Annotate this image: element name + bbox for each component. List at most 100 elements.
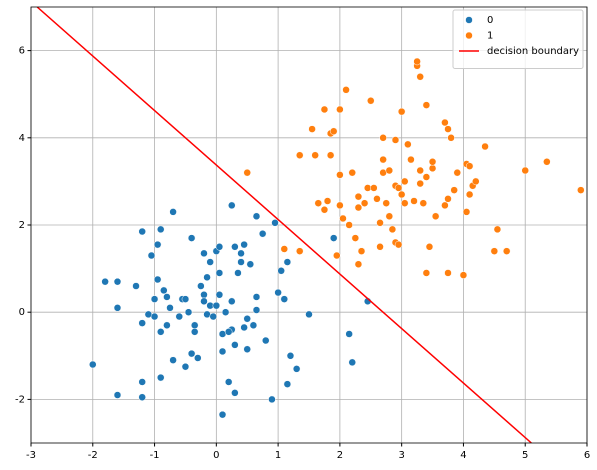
point: [147, 251, 156, 260]
point: [354, 260, 363, 268]
point: [543, 158, 551, 166]
point: [200, 297, 208, 306]
point: [342, 86, 350, 94]
point: [428, 158, 437, 166]
point: [187, 234, 196, 242]
point: [329, 234, 338, 242]
point: [218, 410, 227, 419]
point: [360, 199, 369, 207]
point: [407, 155, 415, 164]
point: [286, 352, 295, 360]
point: [425, 243, 434, 251]
point: [228, 201, 236, 210]
point: [345, 330, 353, 338]
point: [262, 336, 270, 345]
point: [326, 151, 335, 159]
point: [431, 212, 440, 221]
y-tick-label: 4: [19, 133, 25, 144]
point: [490, 247, 499, 255]
point: [295, 151, 304, 159]
point: [320, 205, 329, 214]
point: [277, 267, 285, 275]
legend-marker: [465, 31, 473, 40]
point: [150, 295, 159, 303]
point: [404, 140, 412, 149]
point: [283, 258, 292, 266]
point: [156, 328, 165, 336]
x-tick-label: 6: [584, 450, 590, 461]
y-tick-label: 6: [19, 46, 25, 57]
point: [243, 314, 251, 323]
point: [481, 142, 489, 151]
point: [441, 118, 449, 127]
point: [385, 166, 394, 175]
point: [101, 277, 109, 286]
point: [113, 304, 122, 312]
point: [394, 240, 403, 249]
point: [388, 225, 397, 234]
point: [367, 96, 375, 105]
point: [160, 286, 168, 295]
point: [382, 199, 390, 207]
point: [228, 297, 236, 306]
point: [577, 186, 585, 194]
x-tick-label: 2: [337, 450, 343, 461]
point: [252, 293, 261, 301]
point: [231, 243, 239, 251]
point: [444, 269, 452, 277]
point: [231, 389, 239, 397]
point: [138, 393, 146, 401]
point: [379, 155, 387, 164]
point: [258, 229, 267, 238]
point: [314, 199, 323, 207]
point: [379, 134, 387, 142]
point: [212, 301, 221, 310]
point: [243, 345, 251, 354]
point: [237, 258, 245, 266]
point: [493, 225, 502, 234]
point: [240, 240, 248, 249]
plot-frame: [30, 6, 588, 444]
legend-marker: [465, 16, 473, 24]
point: [370, 184, 378, 192]
point: [138, 378, 146, 386]
point: [215, 291, 224, 299]
x-tick-label: 1: [275, 450, 281, 461]
point: [283, 380, 292, 388]
point: [465, 190, 474, 199]
point: [391, 136, 400, 144]
legend-label: 0: [487, 15, 493, 26]
point: [373, 195, 381, 203]
point: [163, 293, 171, 301]
x-tick-label: -2: [88, 450, 98, 461]
point: [348, 168, 356, 177]
point: [280, 295, 289, 303]
point: [419, 199, 428, 207]
point: [348, 358, 356, 367]
x-tick-label: -3: [26, 450, 36, 461]
y-tick-label: -2: [15, 394, 25, 405]
point: [113, 277, 122, 286]
y-tick-label: 0: [19, 307, 25, 318]
point: [197, 282, 205, 290]
point: [215, 243, 224, 251]
point: [153, 240, 162, 249]
point: [502, 247, 511, 255]
legend-label: 1: [487, 31, 493, 42]
point: [376, 243, 384, 251]
point: [224, 328, 233, 336]
point: [252, 212, 261, 221]
point: [422, 101, 431, 109]
point: [156, 373, 165, 382]
point: [181, 295, 190, 303]
point: [166, 304, 174, 312]
point: [401, 199, 409, 207]
y-tick-label: 2: [19, 220, 25, 231]
point: [138, 319, 146, 327]
point: [465, 162, 474, 170]
point: [385, 212, 394, 221]
x-tick-label: 3: [398, 450, 404, 461]
point: [394, 184, 403, 192]
point: [246, 260, 255, 268]
